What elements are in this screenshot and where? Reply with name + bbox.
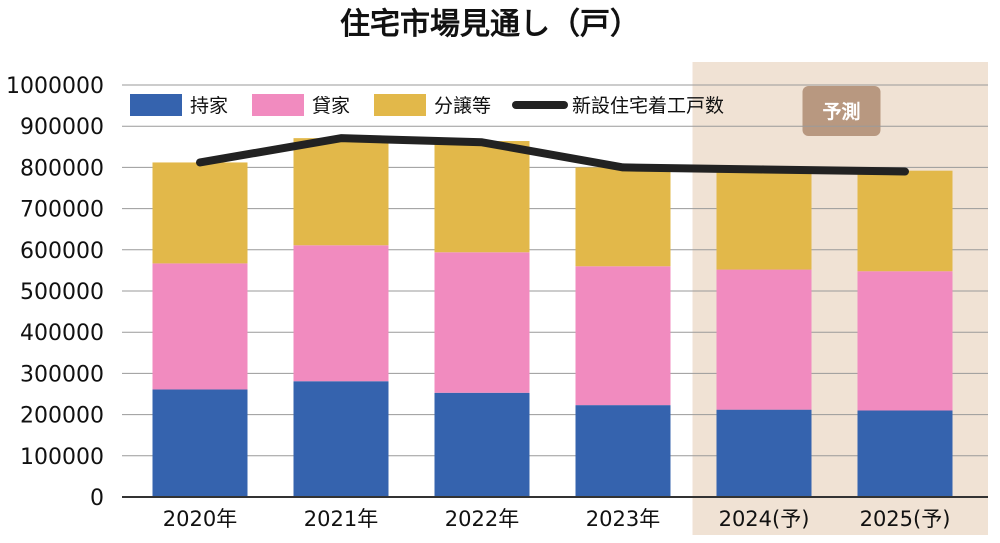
- bar-2-2: [293, 245, 389, 382]
- bar-1-3: [434, 392, 530, 497]
- bar-1-5: [716, 409, 812, 497]
- line-point-2: [340, 137, 342, 140]
- bar-2-4: [575, 266, 671, 406]
- y-tick-label: 0: [90, 486, 104, 511]
- x-tick-label: 2022年: [445, 507, 519, 531]
- y-tick-label: 900000: [20, 115, 104, 140]
- legend-swatch-1: [130, 94, 182, 116]
- line-point-4: [622, 166, 624, 169]
- bar-1-1: [152, 389, 248, 497]
- bar-3-3: [434, 141, 530, 253]
- x-tick-label: 2020年: [163, 507, 237, 531]
- y-tick-label: 800000: [20, 156, 104, 181]
- forecast-badge: [802, 86, 881, 136]
- bar-3-6: [857, 170, 953, 272]
- bar-3-1: [152, 162, 248, 264]
- x-tick-label: 2024(予): [719, 507, 810, 531]
- legend-swatch-2: [252, 94, 304, 116]
- y-tick-label: 600000: [20, 239, 104, 264]
- y-tick-label: 500000: [20, 280, 104, 305]
- chart-title: 住宅市場見通し（戸）: [340, 7, 640, 42]
- bar-1-4: [575, 405, 671, 497]
- line-point-5: [763, 168, 765, 171]
- legend-label-line: 新設住宅着工戸数: [572, 95, 724, 117]
- line-point-3: [481, 141, 483, 144]
- bar-1-6: [857, 410, 953, 497]
- x-tick-label: 2025(予): [860, 507, 951, 531]
- x-tick-label: 2023年: [586, 507, 660, 531]
- legend-label-3: 分譲等: [434, 95, 491, 117]
- y-tick-label: 200000: [20, 404, 104, 429]
- line-series-total: [196, 134, 909, 176]
- y-tick-label: 100000: [20, 445, 104, 470]
- line-point-1: [199, 161, 201, 164]
- line-point-6: [904, 170, 906, 173]
- bar-3-4: [575, 167, 671, 267]
- y-tick-label: 700000: [20, 198, 104, 223]
- forecast-badge-label: 予測: [822, 100, 860, 123]
- bar-2-1: [152, 263, 248, 390]
- y-tick-label: 1000000: [6, 74, 104, 99]
- bar-3-2: [293, 138, 389, 246]
- y-tick-label: 300000: [20, 362, 104, 387]
- bar-3-5: [716, 172, 812, 270]
- x-tick-label: 2021年: [304, 507, 378, 531]
- bar-1-2: [293, 381, 389, 497]
- legend-label-2: 貸家: [312, 95, 350, 117]
- legend-swatch-3: [374, 94, 426, 116]
- bar-2-6: [857, 271, 953, 411]
- legend-label-1: 持家: [190, 95, 228, 117]
- bar-2-3: [434, 252, 530, 393]
- bar-2-5: [716, 269, 812, 410]
- y-tick-label: 400000: [20, 321, 104, 346]
